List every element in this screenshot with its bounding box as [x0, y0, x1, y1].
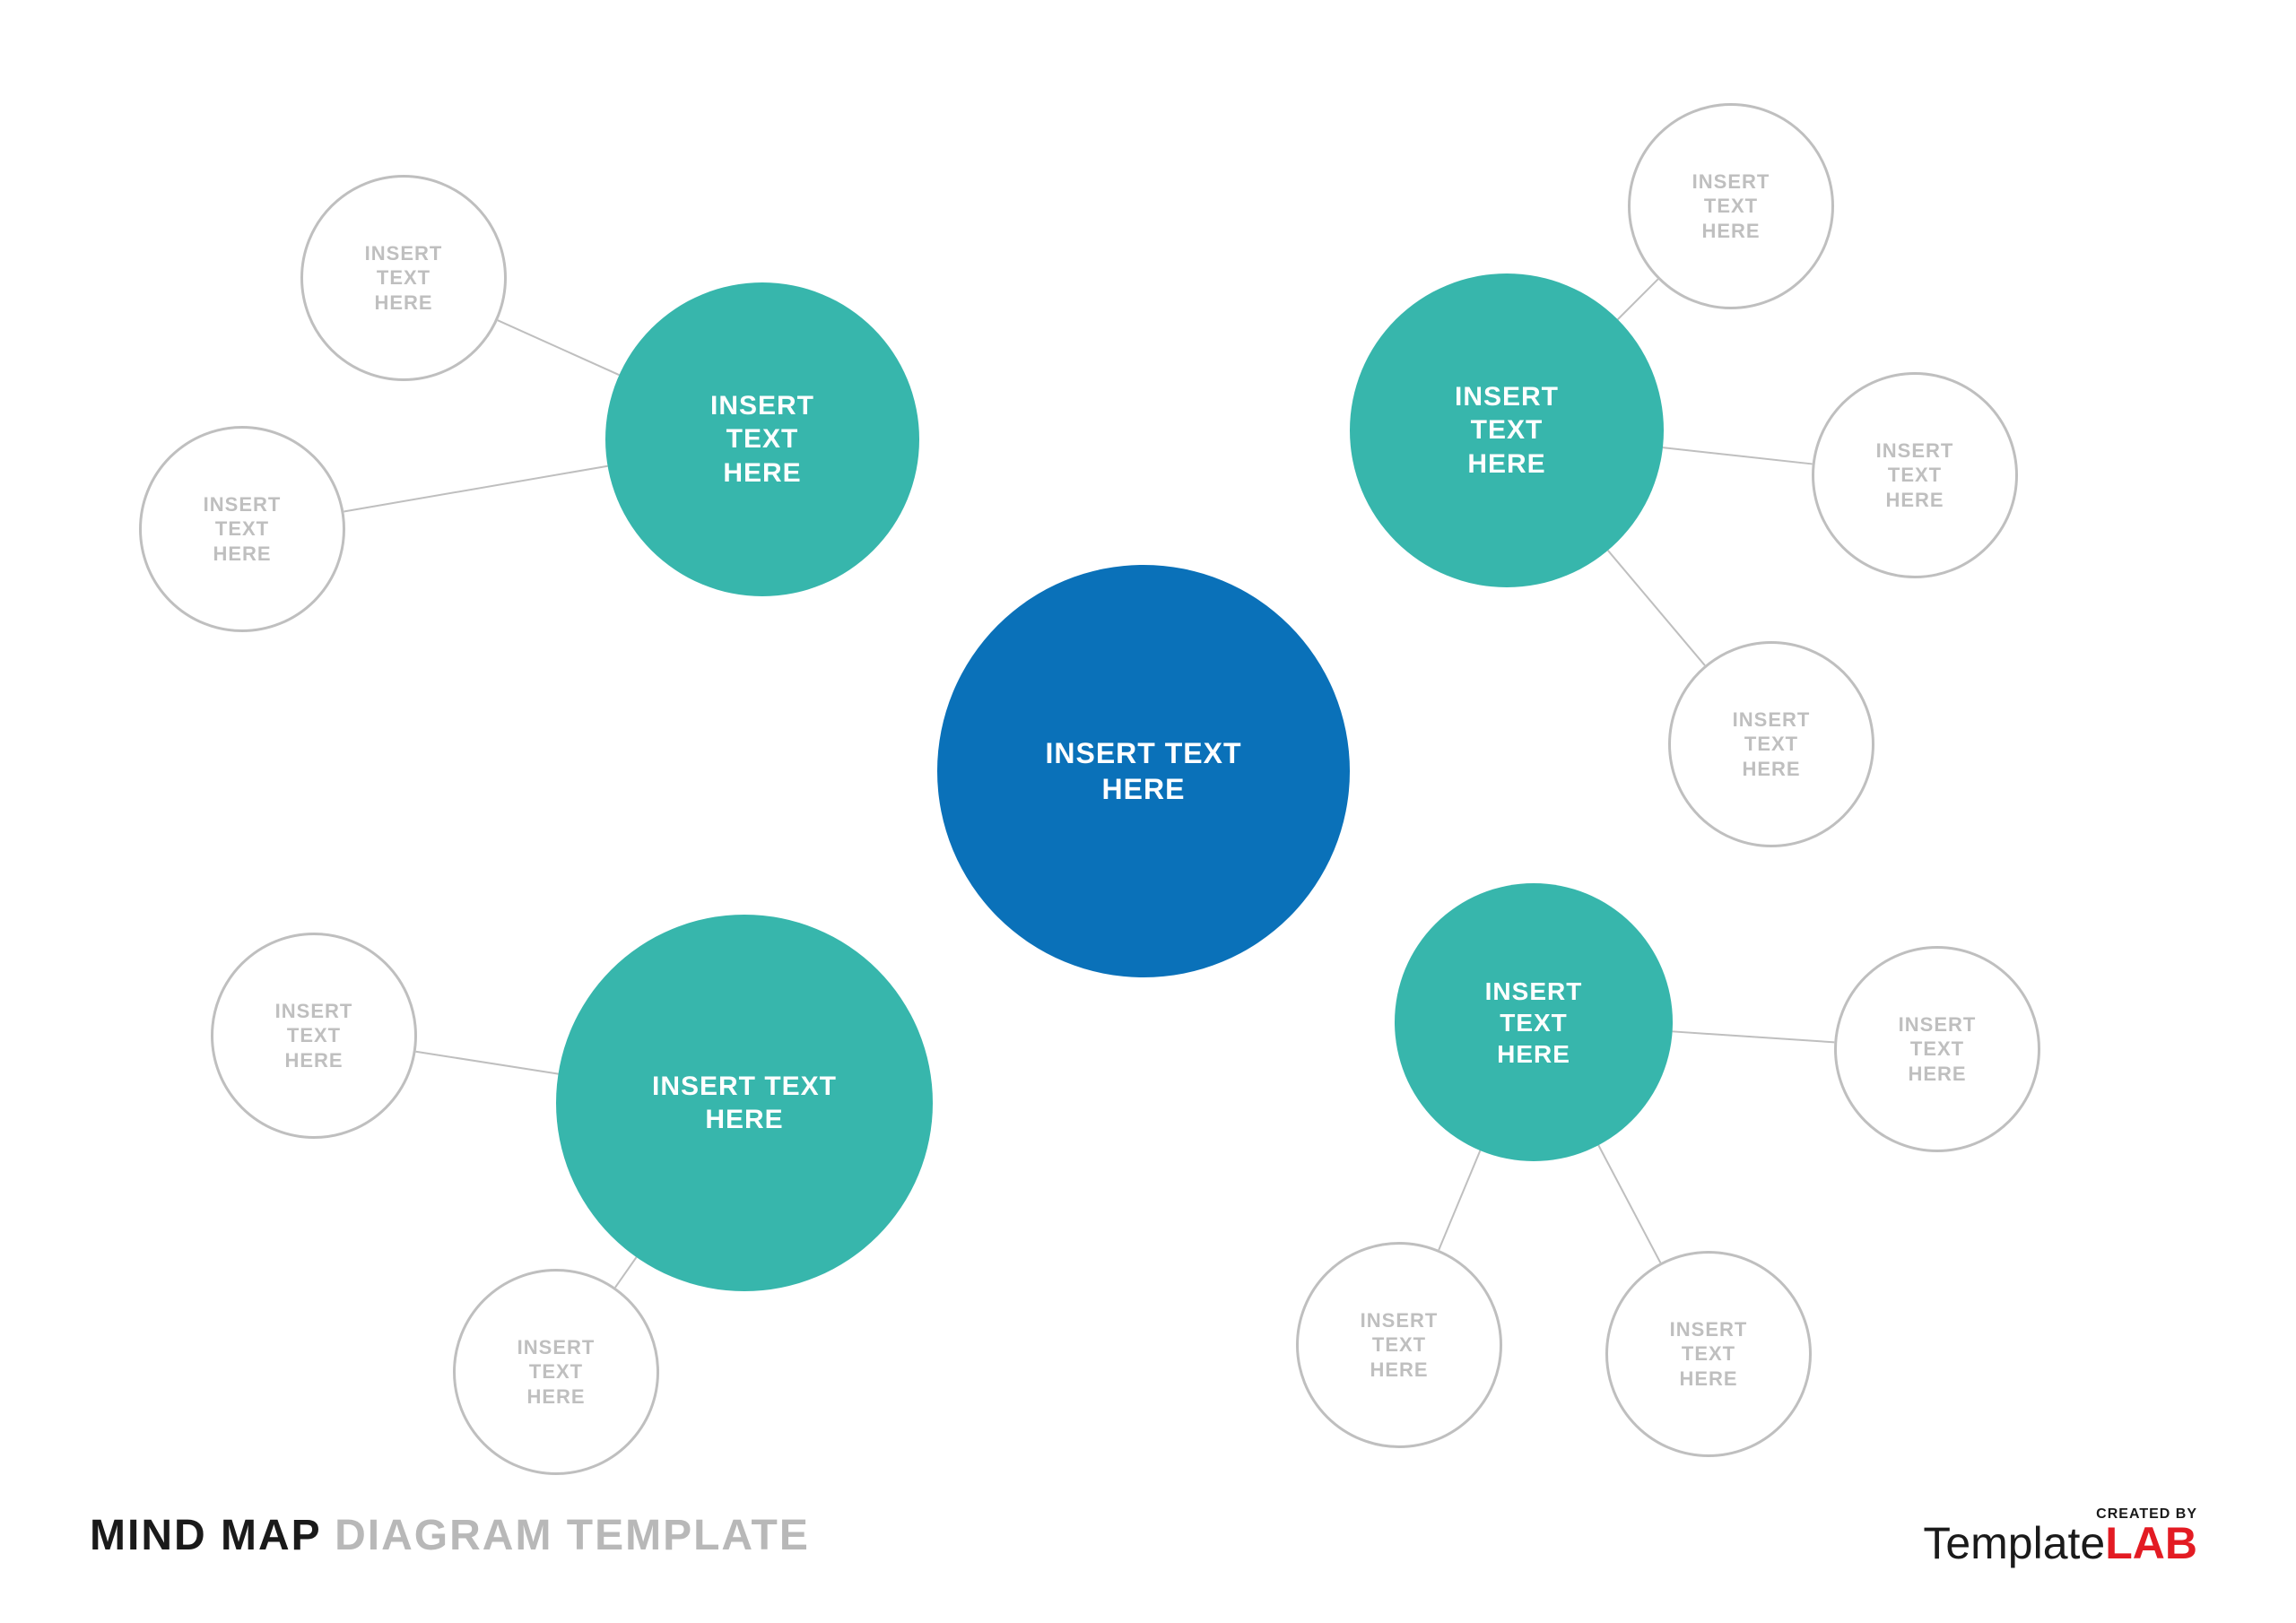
node-center: INSERT TEXT HERE	[937, 565, 1350, 977]
node-hub-tr: INSERT TEXT HERE	[1350, 273, 1664, 587]
mindmap-canvas: INSERT TEXT HEREINSERT TEXT HEREINSERT T…	[0, 0, 2296, 1623]
node-leaf-bl-2: INSERT TEXT HERE	[453, 1269, 659, 1475]
connector	[1598, 1145, 1660, 1263]
brand-block: CREATED BY TemplateLAB	[1923, 1506, 2197, 1569]
node-hub-bl: INSERT TEXT HERE	[556, 915, 933, 1291]
node-hub-tl: INSERT TEXT HERE	[605, 282, 919, 596]
connector	[1663, 447, 1813, 464]
connector	[1608, 551, 1705, 665]
connector	[1439, 1150, 1480, 1250]
connector	[498, 320, 620, 375]
brand-name-part2: LAB	[2105, 1518, 2197, 1568]
node-leaf-br-1: INSERT TEXT HERE	[1834, 946, 2040, 1152]
connector	[615, 1257, 637, 1288]
connector	[416, 1052, 559, 1074]
brand-name-part1: Template	[1923, 1518, 2105, 1568]
node-leaf-tr-2: INSERT TEXT HERE	[1812, 372, 2018, 578]
footer-light: DIAGRAM TEMPLATE	[321, 1512, 810, 1559]
footer-bold: MIND MAP	[90, 1512, 321, 1559]
node-leaf-tr-3: INSERT TEXT HERE	[1668, 641, 1874, 847]
footer-title: MIND MAP DIAGRAM TEMPLATE	[90, 1511, 810, 1560]
node-leaf-bl-1: INSERT TEXT HERE	[211, 933, 417, 1139]
node-leaf-tl-1: INSERT TEXT HERE	[300, 175, 507, 381]
connector	[1618, 279, 1658, 319]
connector	[344, 466, 607, 512]
node-hub-br: INSERT TEXT HERE	[1395, 883, 1673, 1161]
node-leaf-tl-2: INSERT TEXT HERE	[139, 426, 345, 632]
node-leaf-tr-1: INSERT TEXT HERE	[1628, 103, 1834, 309]
brand-logo: TemplateLAB	[1923, 1517, 2197, 1569]
connector	[1673, 1031, 1835, 1042]
node-leaf-br-2: INSERT TEXT HERE	[1296, 1242, 1502, 1448]
node-leaf-br-3: INSERT TEXT HERE	[1605, 1251, 1812, 1457]
